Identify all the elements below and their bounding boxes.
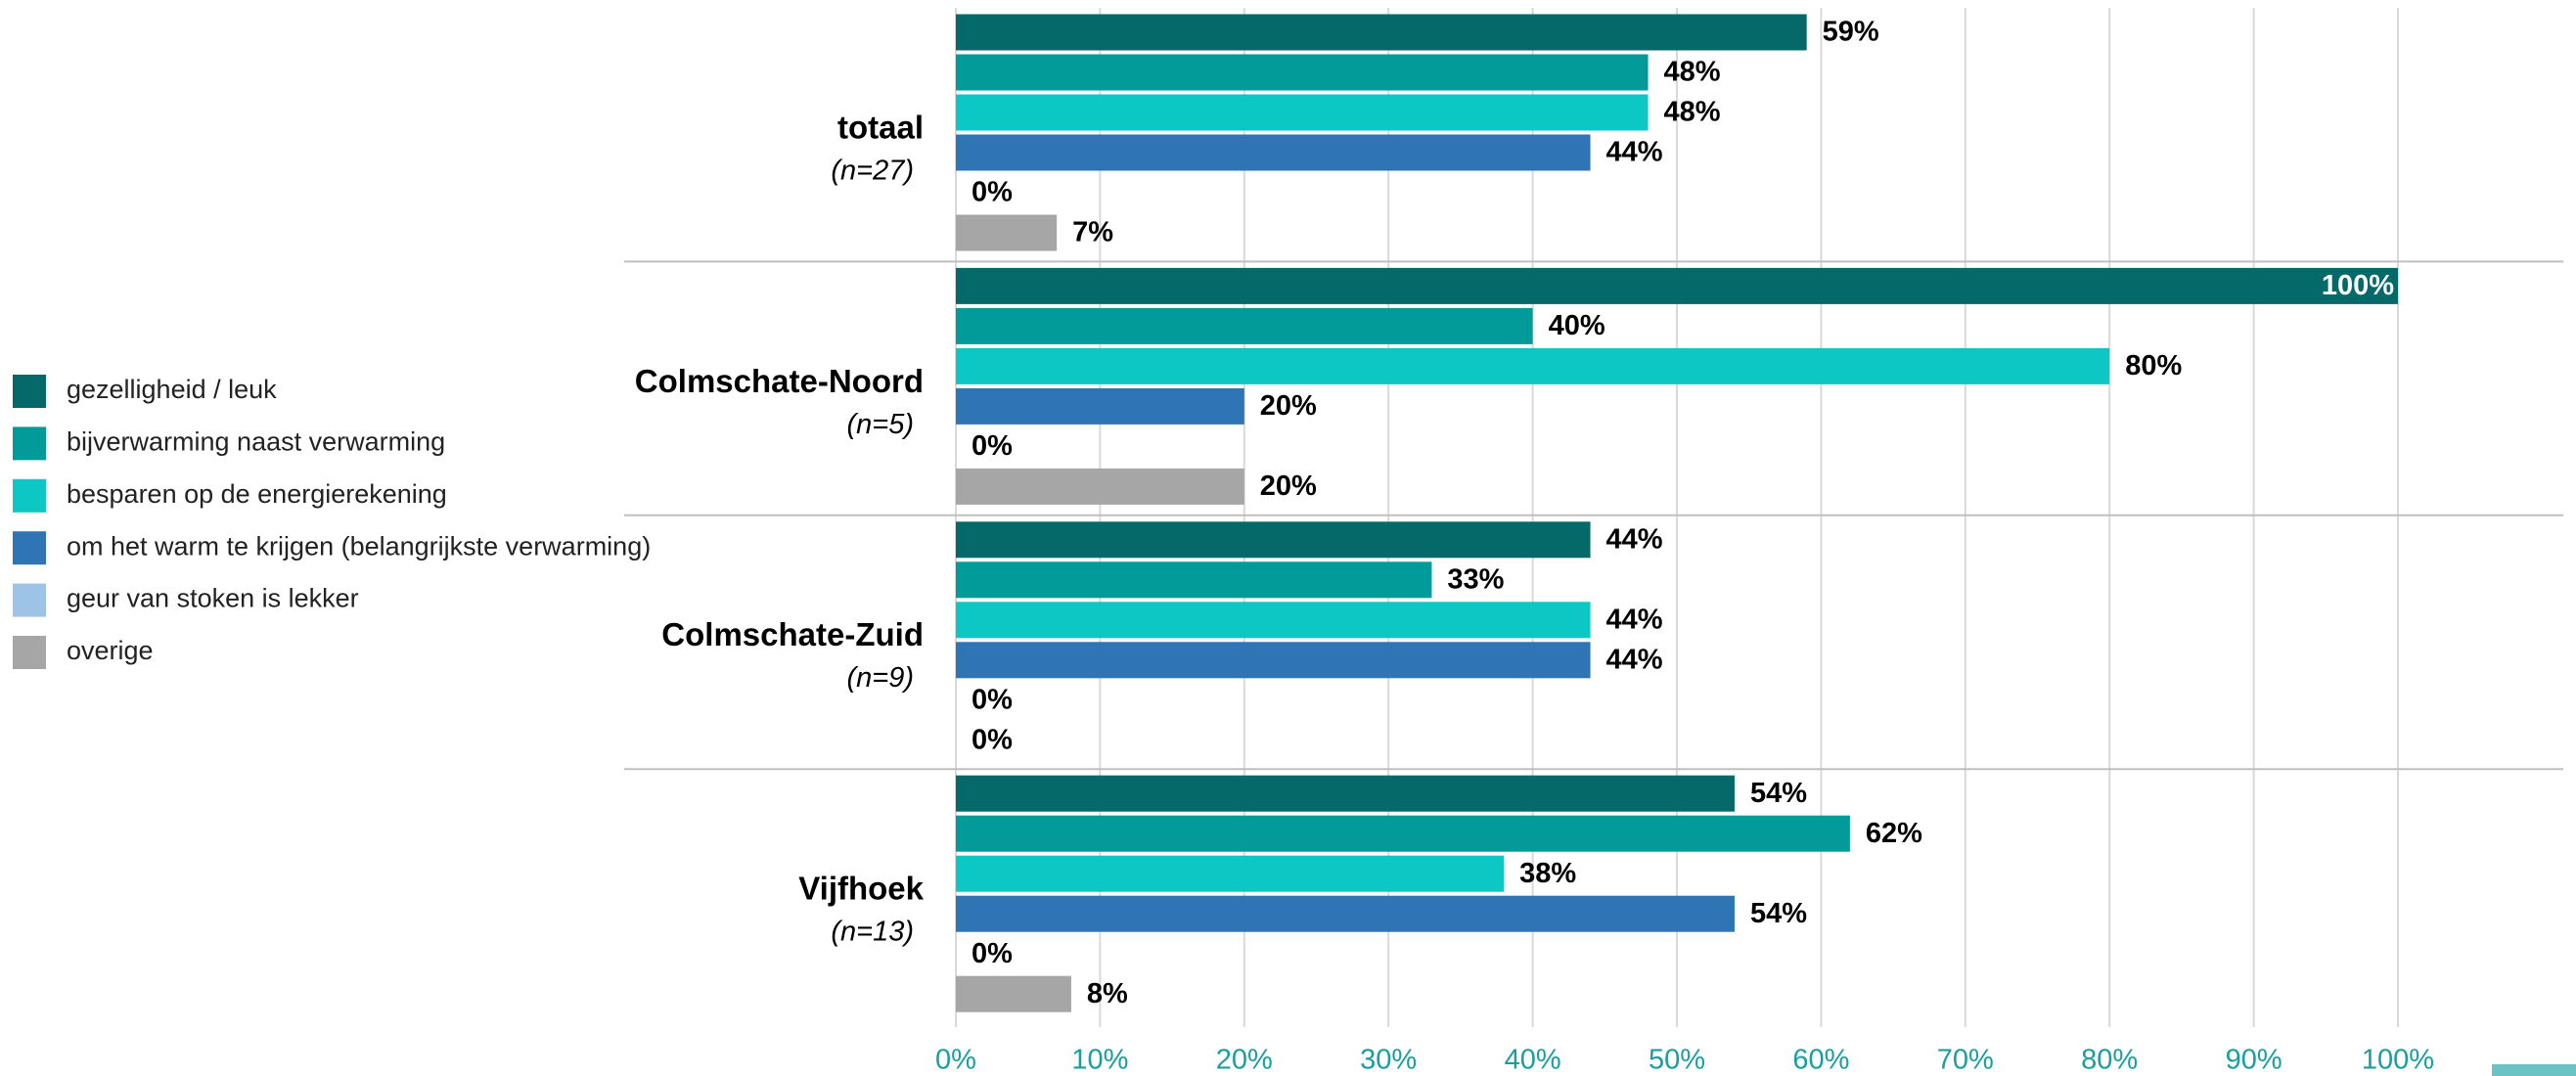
bar [956, 602, 1591, 639]
value-label: 44% [1606, 644, 1663, 675]
value-label: 54% [1750, 898, 1807, 929]
x-tick-label: 0% [935, 1045, 976, 1076]
bar [956, 468, 1244, 505]
legend-swatch [13, 426, 46, 461]
corner-accent [2492, 1064, 2576, 1076]
bar [956, 14, 1807, 51]
legend-label: gezelligheid / leuk [67, 375, 277, 404]
value-label: 54% [1750, 778, 1807, 809]
category-note: (n=13) [831, 917, 914, 948]
bar [956, 134, 1591, 171]
category-label: Vijfhoek [798, 871, 924, 907]
x-tick-label: 20% [1216, 1045, 1273, 1076]
x-tick-label: 50% [1649, 1045, 1705, 1076]
bar [956, 267, 2398, 304]
bar [956, 642, 1591, 679]
category-note: (n=9) [846, 662, 914, 694]
category-note: (n=5) [846, 409, 914, 440]
legend-label: bijverwarming naast verwarming [67, 427, 445, 457]
x-tick-label: 10% [1071, 1045, 1128, 1076]
bar [956, 347, 2110, 384]
bar [956, 855, 1505, 892]
value-label: 8% [1087, 978, 1128, 1009]
value-label: 0% [972, 684, 1013, 715]
value-label: 44% [1606, 137, 1663, 168]
x-tick-label: 90% [2226, 1045, 2282, 1076]
value-label: 0% [972, 938, 1013, 969]
x-tick-label: 60% [1792, 1045, 1849, 1076]
value-label: 20% [1260, 390, 1317, 422]
bar [956, 815, 1850, 852]
legend-label: overige [67, 636, 154, 665]
x-tick-label: 70% [1937, 1045, 1994, 1076]
value-label: 59% [1823, 17, 1879, 48]
value-label: 0% [972, 430, 1013, 462]
x-tick-label: 30% [1360, 1045, 1417, 1076]
bar [956, 895, 1735, 932]
category-label: totaal [837, 109, 924, 145]
value-label: 20% [1260, 471, 1317, 502]
value-label: 48% [1664, 97, 1721, 128]
bar [956, 307, 1533, 344]
value-label: 48% [1664, 57, 1721, 88]
legend-swatch [13, 478, 46, 513]
bar [956, 54, 1649, 91]
category-label: Colmschate-Noord [635, 363, 924, 399]
bar [956, 214, 1058, 251]
legend-swatch [13, 375, 46, 408]
value-label: 80% [2125, 350, 2182, 381]
bar [956, 775, 1735, 812]
value-label: 38% [1519, 858, 1576, 889]
legend-label: geur van stoken is lekker [67, 584, 359, 613]
value-label: 0% [972, 724, 1013, 755]
value-label: 7% [1072, 217, 1113, 248]
bar [956, 387, 1244, 425]
legend-swatch [13, 531, 46, 565]
bar [956, 561, 1432, 599]
bar [956, 521, 1591, 559]
value-label: 33% [1447, 563, 1504, 595]
x-tick-label: 80% [2081, 1045, 2138, 1076]
category-note: (n=27) [831, 155, 914, 186]
bar [956, 975, 1071, 1012]
value-label: 40% [1549, 310, 1605, 341]
value-label: 62% [1866, 818, 1922, 849]
category-label: Colmschate-Zuid [661, 616, 924, 652]
value-label: 0% [972, 177, 1013, 208]
x-tick-label: 40% [1505, 1045, 1561, 1076]
legend-swatch [13, 583, 46, 617]
legend-label: besparen op de energierekening [67, 479, 447, 509]
legend-swatch [13, 636, 46, 669]
value-label: 44% [1606, 523, 1663, 555]
legend-label: om het warm te krijgen (belangrijkste ve… [67, 531, 651, 560]
value-label: 44% [1606, 604, 1663, 635]
value-label: 100% [2322, 270, 2394, 301]
bar [956, 94, 1649, 131]
x-tick-label: 100% [2362, 1045, 2434, 1076]
